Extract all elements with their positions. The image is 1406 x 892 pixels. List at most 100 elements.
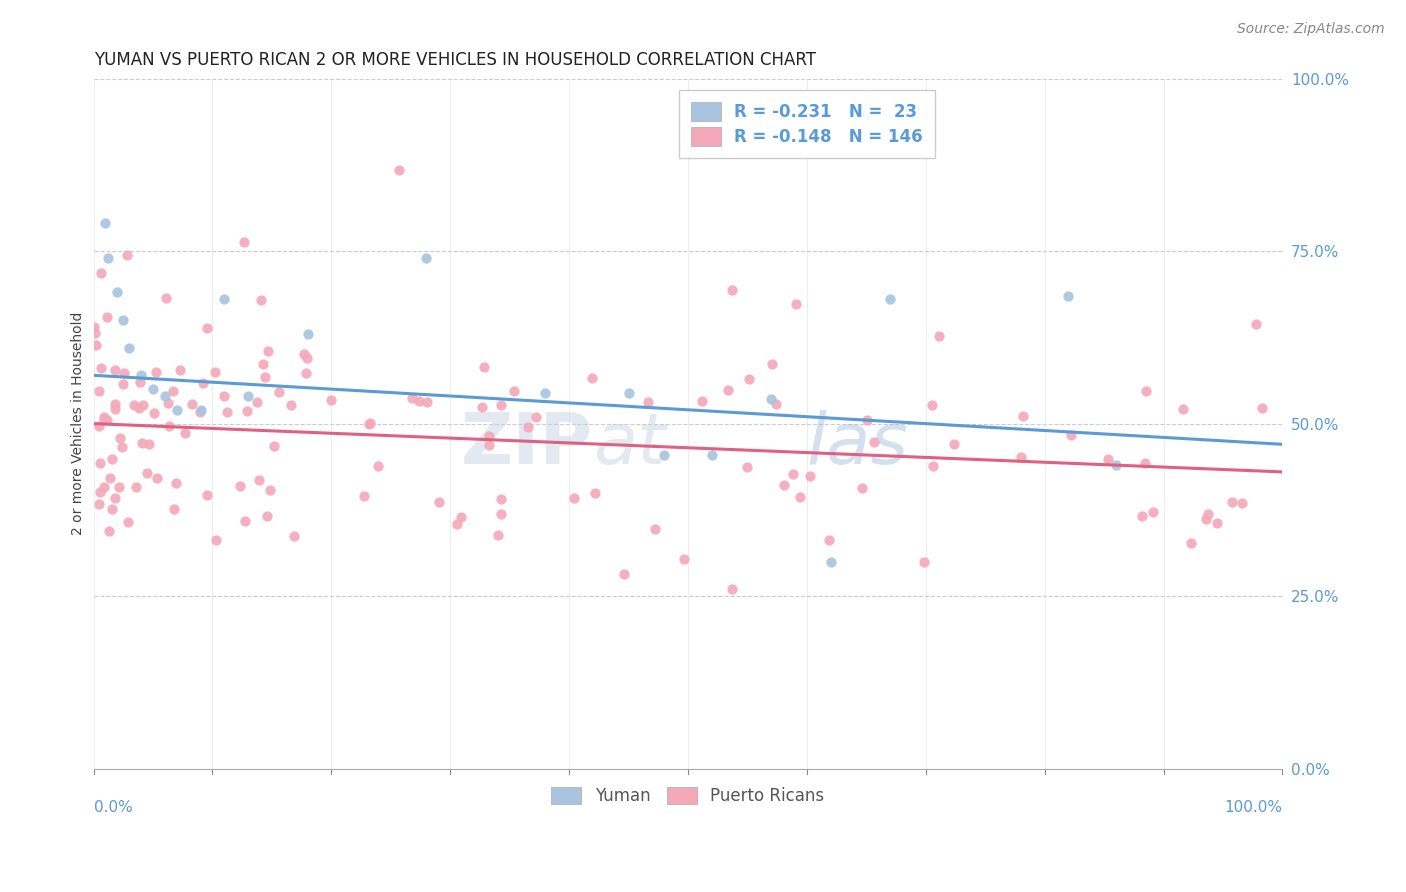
Point — [125, 480, 148, 494]
Text: ZIP: ZIP — [461, 409, 593, 479]
Point — [1142, 505, 1164, 519]
Point — [259, 483, 281, 497]
Point — [427, 495, 450, 509]
Point — [912, 555, 935, 569]
Point — [153, 389, 176, 403]
Point — [101, 502, 124, 516]
Point — [862, 435, 884, 450]
Point — [98, 471, 121, 485]
Point — [280, 398, 302, 412]
Point — [489, 491, 512, 506]
Point — [162, 384, 184, 398]
Point — [112, 377, 135, 392]
Point — [789, 491, 811, 505]
Point — [263, 439, 285, 453]
Point — [253, 369, 276, 384]
Point — [142, 406, 165, 420]
Point — [1097, 452, 1119, 467]
Text: las: las — [807, 409, 908, 479]
Point — [1059, 428, 1081, 442]
Point — [193, 376, 215, 390]
Point — [716, 383, 738, 397]
Text: 100.0%: 100.0% — [1225, 800, 1282, 814]
Point — [110, 440, 132, 454]
Point — [138, 437, 160, 451]
Point — [108, 431, 131, 445]
Point — [761, 357, 783, 371]
Point — [188, 405, 211, 419]
Point — [921, 398, 943, 412]
Point — [799, 468, 821, 483]
Point — [256, 343, 278, 358]
Point — [1251, 401, 1274, 415]
Point — [524, 409, 547, 424]
Point — [353, 489, 375, 503]
Point — [101, 452, 124, 467]
Point — [486, 528, 509, 542]
Point — [233, 514, 256, 528]
Point — [269, 384, 291, 399]
Point — [1010, 450, 1032, 464]
Point — [195, 321, 218, 335]
Point — [517, 419, 540, 434]
Point — [97, 251, 120, 265]
Point — [205, 533, 228, 547]
Point — [236, 389, 259, 403]
Point — [283, 529, 305, 543]
Point — [690, 394, 713, 409]
Point — [104, 363, 127, 377]
Point — [215, 405, 238, 419]
Point — [1195, 512, 1218, 526]
Point — [94, 217, 117, 231]
Point — [252, 357, 274, 371]
Point — [135, 466, 157, 480]
Point — [1133, 456, 1156, 470]
Point — [644, 522, 666, 536]
Point — [478, 438, 501, 452]
Point — [1132, 508, 1154, 523]
Point — [472, 359, 495, 374]
Point — [128, 401, 150, 415]
Point — [96, 413, 118, 427]
Point — [93, 481, 115, 495]
Point — [617, 385, 640, 400]
Point — [408, 394, 430, 409]
Point — [89, 419, 111, 434]
Point — [249, 293, 271, 307]
Point — [247, 473, 270, 487]
Point — [104, 397, 127, 411]
Point — [1205, 516, 1227, 530]
Point — [534, 385, 557, 400]
Point — [89, 456, 111, 470]
Point — [87, 384, 110, 398]
Point — [416, 394, 439, 409]
Point — [155, 291, 177, 305]
Point — [236, 404, 259, 418]
Point — [1057, 289, 1080, 303]
Point — [256, 508, 278, 523]
Point — [84, 338, 107, 352]
Point — [212, 389, 235, 403]
Point — [229, 479, 252, 493]
Point — [166, 402, 188, 417]
Point — [772, 478, 794, 492]
Point — [415, 251, 437, 265]
Point — [190, 402, 212, 417]
Point — [478, 428, 501, 442]
Point — [204, 365, 226, 379]
Point — [1180, 535, 1202, 549]
Point — [785, 297, 807, 311]
Point — [817, 533, 839, 548]
Point — [98, 524, 121, 539]
Point — [761, 392, 783, 407]
Point — [117, 515, 139, 529]
Point — [131, 435, 153, 450]
Point — [114, 366, 136, 380]
Point — [820, 555, 842, 569]
Point — [246, 394, 269, 409]
Point — [295, 366, 318, 380]
Point — [83, 319, 105, 334]
Point — [359, 416, 381, 430]
Point — [401, 391, 423, 405]
Point — [928, 329, 950, 343]
